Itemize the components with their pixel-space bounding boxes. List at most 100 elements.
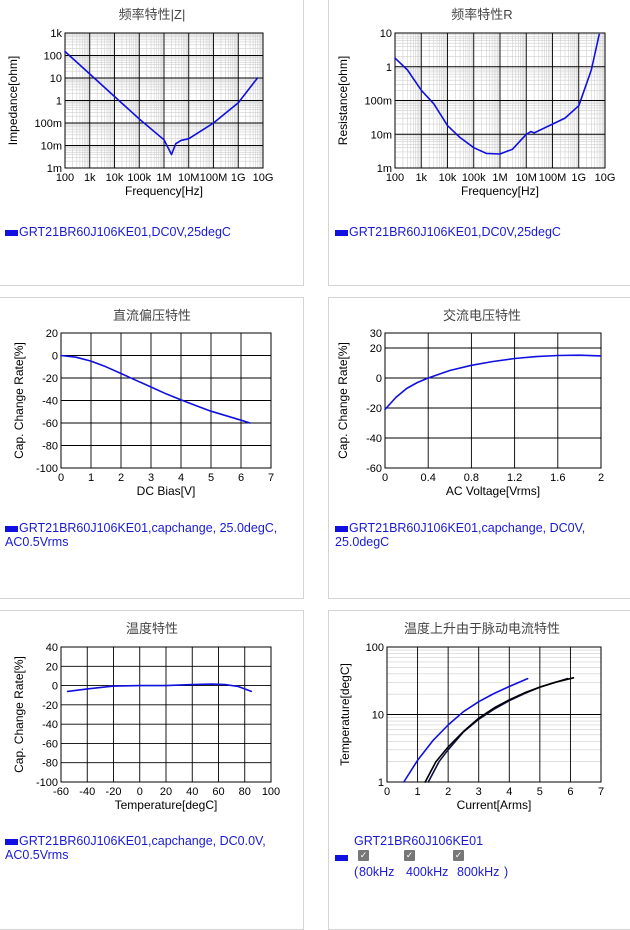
major-grid [60, 332, 272, 469]
y-tick-label: -20 [366, 403, 382, 415]
x-axis-label: AC Voltage[Vrms] [446, 484, 540, 498]
x-tick-label: 7 [598, 786, 604, 798]
x-tick-label: 0 [137, 786, 143, 798]
x-tick-label: 10G [595, 172, 616, 184]
x-tick-label: 10k [439, 172, 457, 184]
x-tick-label: 1 [88, 472, 94, 484]
legend-label[interactable]: GRT21BR60J106KE01,DC0V,25degC [349, 225, 561, 239]
checkbox-400khz[interactable]: ✓ [404, 850, 415, 861]
y-tick-label: 10 [380, 28, 392, 40]
chart-temperature: 温度特性-60 -40 -20 0 20 40 60 80 10040200-20-40-60-… [12, 621, 280, 812]
series-line-grt21br60j106ke01-dc0v-25degc [64, 50, 259, 156]
legend-label[interactable]: GRT21BR60J106KE01,capchange, DC0.0V, AC0… [5, 834, 266, 862]
legend-label[interactable]: GRT21BR60J106KE01,capchange, 25.0degC, A… [5, 521, 278, 549]
legend-label-400khz: 400kHz [406, 865, 449, 879]
plot-frame [384, 332, 602, 469]
chart-title: 交流电压特性 [443, 308, 521, 323]
y-tick-label: 1 [56, 96, 62, 108]
chart-title: 频率特性R [451, 7, 512, 22]
y-tick-label: 10 [372, 710, 384, 722]
y-tick-label: 30 [370, 328, 382, 340]
chart-panel-impedance: 频率特性|Z| 100 1k 10k 100k 1M 10M 100M 1G 10G 1k 100 10… [0, 0, 304, 286]
y-tick-label: 0 [52, 351, 58, 363]
y-tick-label: 100 [44, 51, 62, 63]
y-tick-label: 1 [378, 777, 384, 789]
legend-label[interactable]: GRT21BR60J106KE01,capchange, DC0V, 25.0d… [335, 521, 586, 549]
y-axis-label: Temperature[degC] [338, 663, 352, 766]
y-tick-label: 100m [364, 96, 392, 108]
y-tick-label: 20 [46, 661, 58, 673]
y-axis-label: Resistance[ohm] [336, 56, 350, 145]
x-tick-label: 40 [186, 786, 198, 798]
x-tick-label: 10G [253, 172, 274, 184]
y-tick-label: -80 [42, 758, 58, 770]
x-axis-label: Frequency[Hz] [461, 184, 539, 198]
chart-dc-bias: 直流偏压特性 0 1 2 3 4 5 6 7 20 0 -20 -40 -60 -80 -100 DC Bias… [12, 308, 274, 498]
series-line-grt21br60j106ke01-capchange-dc0v-25-0degc [384, 354, 602, 411]
x-tick-label: 1k [415, 172, 427, 184]
x-tick-label: 1M [156, 172, 171, 184]
y-tick-label: -20 [42, 700, 58, 712]
legend-label[interactable]: GRT21BR60J106KE01,DC0V,25degC [19, 225, 231, 239]
legend-resistance: GRT21BR60J106KE01,DC0V,25degC [335, 225, 561, 239]
x-axis-label: Current[Arms] [457, 798, 532, 812]
y-axis-label: Cap. Change Rate[%] [336, 342, 350, 459]
y-tick-label: 0 [52, 681, 58, 693]
legend-title: GRT21BR60J106KE01 [354, 834, 484, 848]
y-tick-label: 20 [370, 343, 382, 355]
x-axis-label: Frequency[Hz] [125, 184, 203, 198]
x-tick-label: 6 [238, 472, 244, 484]
y-tick-label: -80 [42, 441, 58, 453]
plot-frame [60, 646, 272, 783]
legend-swatch [5, 525, 18, 532]
series-line-grt21br60j106ke01-capchange-dc0-0v-ac0-5vrms [66, 683, 253, 693]
checkbox-800khz[interactable]: ✓ [453, 850, 464, 861]
y-tick-label: 10m [371, 129, 392, 141]
x-tick-label: -20 [106, 786, 122, 798]
legend-temperature: GRT21BR60J106KE01,capchange, DC0.0V, AC0… [5, 834, 297, 862]
x-tick-label: 100 [56, 172, 74, 184]
x-axis-label: Temperature[degC] [115, 798, 218, 812]
x-tick-label: 1 [415, 786, 421, 798]
y-tick-label: -60 [366, 463, 382, 475]
y-tick-label: -40 [42, 396, 58, 408]
legend-swatch [335, 855, 348, 861]
x-tick-label: 20 [160, 786, 172, 798]
chart-title: 温度上升由于脉动电流特性 [404, 621, 560, 636]
y-tick-label: -20 [42, 373, 58, 385]
x-tick-label: 0 [384, 786, 390, 798]
x-tick-label: -40 [79, 786, 95, 798]
x-tick-label: 1M [492, 172, 507, 184]
legend-swatch [5, 838, 18, 845]
plot-frame [394, 32, 606, 169]
chart-panel-resistance: 频率特性R 100 1k 10k 100k 1M 10M 100M 1G 10G 10 1 100m 10… [328, 0, 630, 286]
y-tick-label: -60 [42, 418, 58, 430]
x-tick-label: 1k [84, 172, 96, 184]
x-tick-label: 6 [567, 786, 573, 798]
y-tick-label: 1m [377, 163, 392, 175]
series-line-grt21br60j106ke01-dc0v-25degc [394, 33, 601, 155]
y-tick-label: 1m [47, 163, 62, 175]
checkbox-80khz[interactable]: ✓ [358, 850, 369, 861]
x-tick-label: 0 [58, 472, 64, 484]
legend-impedance: GRT21BR60J106KE01,DC0V,25degC [5, 225, 231, 239]
legend-paren-open: ( [354, 865, 359, 879]
x-tick-label: 4 [178, 472, 184, 484]
x-tick-label: 0.4 [421, 472, 436, 484]
x-tick-label: 2 [598, 472, 604, 484]
legend-swatch [335, 525, 348, 532]
plot-frame [64, 32, 264, 169]
x-tick-label: 3 [148, 472, 154, 484]
x-tick-label: 100k [462, 172, 486, 184]
x-tick-label: 100M [539, 172, 567, 184]
x-tick-label: 2 [118, 472, 124, 484]
legend-dc-bias: GRT21BR60J106KE01,capchange, 25.0degC, A… [5, 521, 295, 549]
legend-paren-close: ) [504, 865, 509, 879]
x-tick-label: 2 [445, 786, 451, 798]
y-tick-label: -40 [42, 719, 58, 731]
series-line-grt21br60j106ke01-capchange-25-0degc-ac0-5vrms [60, 354, 251, 424]
minor-grid [387, 649, 601, 762]
x-tick-label: 4 [506, 786, 512, 798]
legend-swatch [335, 229, 348, 236]
major-grid [384, 332, 602, 469]
